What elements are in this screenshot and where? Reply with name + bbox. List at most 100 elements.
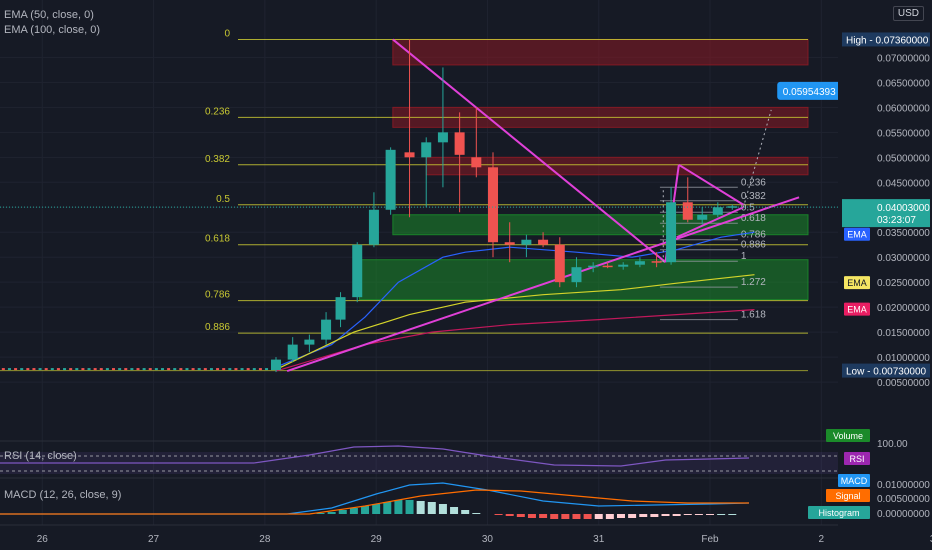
- time-axis[interactable]: 26 27 28 29 30 31 Feb 2 3: [0, 524, 932, 545]
- candle-body: [504, 242, 515, 245]
- candle-body: [321, 319, 332, 340]
- candle-body: [385, 149, 396, 210]
- macd-hist-bar: [349, 508, 358, 514]
- candle-body: [240, 368, 244, 371]
- projection[interactable]: 0.05954393: [662, 81, 842, 263]
- rsi-tick: 100.00: [877, 439, 908, 450]
- macd-hist-bar: [728, 514, 737, 515]
- macd-hist-bar: [583, 514, 592, 519]
- low-label-bg: [842, 363, 930, 378]
- price-tick: 0.02000000: [877, 303, 930, 314]
- candle-body: [14, 368, 18, 371]
- candle-body: [287, 344, 298, 360]
- macd-hist-bar: [338, 510, 347, 514]
- price-tick: 0.07000000: [877, 53, 930, 64]
- axis-tag: MACD: [841, 476, 868, 486]
- legend-macd[interactable]: MACD (12, 26, close, 9): [4, 489, 122, 501]
- trendline: [678, 163, 744, 206]
- indicator-panes: [0, 440, 838, 519]
- candle-body: [105, 368, 109, 371]
- macd-hist-bar: [628, 514, 637, 518]
- macd-hist-bar: [450, 507, 459, 514]
- macd-hist-bar: [472, 513, 481, 514]
- candle-body: [44, 368, 48, 371]
- legend-ema50[interactable]: EMA (50, close, 0): [4, 9, 94, 21]
- candle-body: [32, 368, 36, 371]
- fib-level-label: 0.886: [205, 322, 230, 333]
- high-label: High - 0.07360000: [846, 35, 929, 46]
- candle-body: [258, 368, 262, 371]
- macd-hist-bar: [661, 514, 670, 516]
- fib-level-label: 0.5: [216, 194, 230, 205]
- time-tick: 27: [148, 534, 160, 545]
- candle-body: [216, 368, 220, 371]
- candle-body: [167, 368, 171, 371]
- fib-level-label: 0.786: [205, 290, 230, 301]
- candle-body: [124, 368, 128, 371]
- candle-body: [304, 339, 315, 345]
- candle-body: [222, 368, 226, 371]
- currency-button[interactable]: USD: [892, 6, 924, 21]
- candle-body: [352, 244, 363, 298]
- projection-path: [742, 109, 772, 208]
- macd-hist-bar: [516, 514, 525, 517]
- candle-body: [209, 368, 213, 371]
- macd-hist-bar: [683, 514, 692, 515]
- axis-tag-bg: [844, 276, 870, 290]
- axis-tag: RSI: [849, 454, 864, 464]
- macd-hist-bar: [383, 502, 392, 514]
- rsi-line: [0, 445, 750, 467]
- candle-body: [666, 202, 677, 263]
- candle-body: [87, 368, 91, 371]
- high-label-bg: [842, 32, 930, 47]
- time-tick: 3: [930, 534, 932, 545]
- candle-body: [173, 368, 177, 371]
- projection-label: 0.05954393: [783, 87, 836, 98]
- macd-hist-bar: [594, 514, 603, 519]
- candle-body: [697, 214, 708, 220]
- price-tick: 0.06000000: [877, 103, 930, 114]
- macd-tick: 0.00000000: [877, 509, 930, 520]
- candle-body: [185, 368, 189, 371]
- time-tick: 26: [37, 534, 49, 545]
- candle-body: [130, 368, 134, 371]
- time-tick: 28: [259, 534, 271, 545]
- macd-tick: 0.00500000: [877, 494, 930, 505]
- green-zone: [358, 259, 809, 301]
- candle-body: [228, 368, 232, 371]
- macd-hist-bar: [438, 504, 447, 514]
- small-fib-label: 0.786: [741, 230, 766, 241]
- macd-hist-bar: [372, 504, 381, 514]
- candle-body: [154, 368, 158, 371]
- small-fib-label: 1.272: [741, 277, 766, 288]
- small-fib-label: 1.618: [741, 310, 766, 321]
- candle-body: [712, 207, 723, 215]
- candle-body: [554, 244, 565, 283]
- candle-body: [56, 368, 60, 371]
- candle-body: [618, 264, 629, 267]
- candles: [1, 39, 738, 373]
- axis-tag-bg: [838, 474, 870, 487]
- axis-tag-bg: [844, 452, 870, 465]
- legend-rsi[interactable]: RSI (14, close): [4, 450, 77, 462]
- candle-body: [521, 239, 532, 245]
- axis-tag-bg: [808, 506, 870, 519]
- axis-tag: Histogram: [818, 508, 859, 518]
- candle-body: [179, 368, 183, 371]
- candle-body: [651, 261, 662, 263]
- candle-body: [160, 368, 164, 371]
- current-price-label: 0.04003000: [877, 203, 930, 214]
- axis-tags: EMA EMA EMA Volume RSI MACD Signal Histogram: [808, 227, 870, 519]
- time-tick: 2: [819, 534, 825, 545]
- small-fib-label: 1: [741, 251, 747, 262]
- candle-body: [142, 368, 146, 371]
- candle-body: [246, 368, 250, 371]
- legend-ema100[interactable]: EMA (100, close, 0): [4, 24, 100, 36]
- candle-body: [75, 368, 79, 371]
- macd-hist-bar: [527, 514, 536, 518]
- candle-body: [488, 167, 499, 243]
